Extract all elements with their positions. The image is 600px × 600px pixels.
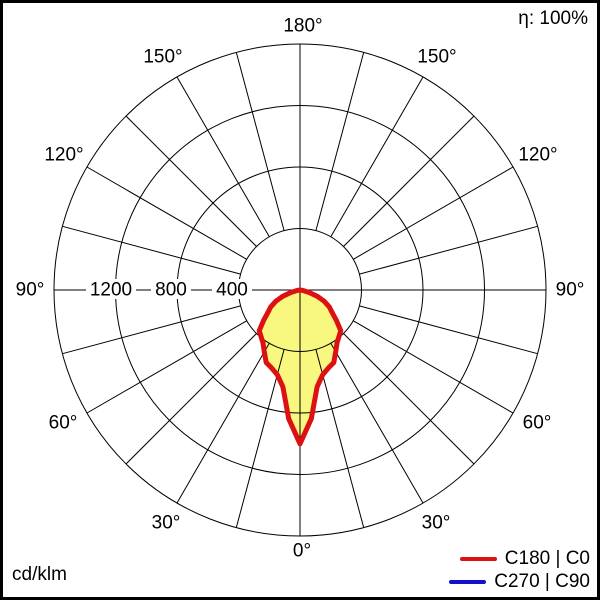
- legend-line-red-icon: [459, 556, 497, 561]
- grid-spoke-330: [176, 76, 270, 237]
- radial-tick-label-800: 800: [155, 280, 187, 301]
- radial-tick-label-400: 400: [216, 280, 248, 301]
- curve-c180-c0: [256, 287, 344, 447]
- legend-label-c0: C180 | C0: [504, 547, 590, 569]
- legend-item-c0: C180 | C0: [459, 547, 590, 569]
- radial-tick-bg-1200: [86, 279, 136, 299]
- grid-spoke-150: [330, 343, 424, 504]
- angle-label-0: 180°: [283, 16, 322, 37]
- grid-spoke-240: [86, 320, 247, 414]
- grid-spoke-45: [343, 115, 475, 247]
- grid-spoke-300: [86, 166, 247, 260]
- grid-spoke-60: [353, 166, 514, 260]
- unit-label: cd/klm: [12, 564, 67, 585]
- grid-spoke-255: [62, 305, 241, 355]
- angle-label-10: 30°: [422, 513, 451, 534]
- legend: C180 | C0 C270 | C90: [449, 548, 590, 592]
- grid-spoke-315: [125, 115, 257, 247]
- grid-spoke-345: [235, 52, 285, 231]
- legend-label-c90: C270 | C90: [494, 570, 590, 592]
- angle-label-9: 30°: [152, 513, 181, 534]
- grid-spoke-285: [62, 225, 241, 275]
- grid-spoke-30: [330, 76, 424, 237]
- radial-tick-bg-400: [212, 279, 252, 299]
- grid-spoke-135: [343, 333, 475, 465]
- grid-spoke-165: [315, 349, 365, 528]
- angle-label-11: 0°: [293, 541, 311, 562]
- radial-tick-bg-800: [151, 279, 191, 299]
- angle-label-2: 150°: [417, 47, 456, 68]
- angle-label-5: 90°: [16, 280, 45, 301]
- grid-spoke-210: [176, 343, 270, 504]
- grid-spoke-105: [359, 305, 538, 355]
- angle-label-8: 60°: [523, 413, 552, 434]
- angle-label-1: 150°: [143, 47, 182, 68]
- grid-spoke-195: [235, 349, 285, 528]
- legend-item-c90: C270 | C90: [449, 571, 590, 592]
- grid-spoke-225: [125, 333, 257, 465]
- angle-label-7: 60°: [49, 413, 78, 434]
- angle-label-6: 90°: [556, 280, 585, 301]
- grid-spoke-120: [353, 320, 514, 414]
- efficiency-label: η: 100%: [518, 8, 588, 29]
- angle-label-4: 120°: [518, 145, 557, 166]
- legend-line-blue-icon: [449, 579, 487, 584]
- grid-spoke-15: [315, 52, 365, 231]
- radial-tick-label-1200: 1200: [90, 280, 132, 301]
- grid-spoke-75: [359, 225, 538, 275]
- angle-label-3: 120°: [44, 145, 83, 166]
